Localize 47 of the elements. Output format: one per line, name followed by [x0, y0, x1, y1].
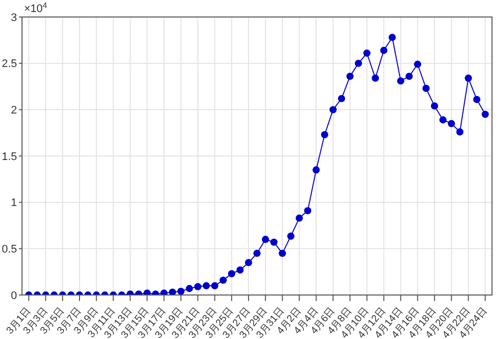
- point: [363, 50, 370, 57]
- point: [296, 214, 303, 222]
- point: [439, 116, 447, 124]
- point: [338, 94, 346, 102]
- point: [406, 72, 413, 80]
- point: [346, 72, 354, 80]
- point: [321, 131, 328, 138]
- point: [414, 60, 422, 68]
- point: [244, 258, 252, 266]
- point: [194, 283, 202, 290]
- point: [144, 290, 151, 295]
- y-tick-label: 1: [10, 197, 17, 210]
- point: [380, 46, 388, 54]
- point: [312, 166, 320, 174]
- point: [354, 60, 362, 67]
- point: [236, 266, 244, 274]
- y-tick-label: 1.5: [2, 150, 17, 163]
- point: [482, 110, 489, 118]
- y-tick-label: 2.5: [2, 58, 17, 70]
- point: [473, 96, 480, 104]
- point: [262, 236, 270, 243]
- y-tick-label: 0: [10, 290, 17, 302]
- y-tick-label: 3: [10, 12, 17, 24]
- point: [456, 128, 464, 136]
- point: [186, 284, 193, 292]
- point: [430, 102, 438, 110]
- point: [448, 120, 456, 128]
- point: [397, 77, 404, 85]
- point: [177, 288, 185, 295]
- point: [372, 74, 379, 82]
- y-tick-label: 2: [10, 104, 17, 117]
- text: ×10$^{4}$: [24, 0, 48, 15]
- point: [388, 34, 396, 41]
- point: [287, 232, 294, 240]
- point: [464, 74, 472, 82]
- point: [329, 106, 337, 114]
- point: [220, 276, 227, 284]
- point: [270, 238, 278, 246]
- point: [168, 288, 176, 295]
- point: [228, 270, 236, 278]
- y-tick-label: 0.5: [2, 244, 17, 256]
- point: [202, 282, 210, 290]
- point: [278, 250, 286, 257]
- point: [211, 282, 218, 290]
- point: [422, 84, 430, 92]
- point: [304, 207, 312, 214]
- point: [253, 250, 261, 257]
